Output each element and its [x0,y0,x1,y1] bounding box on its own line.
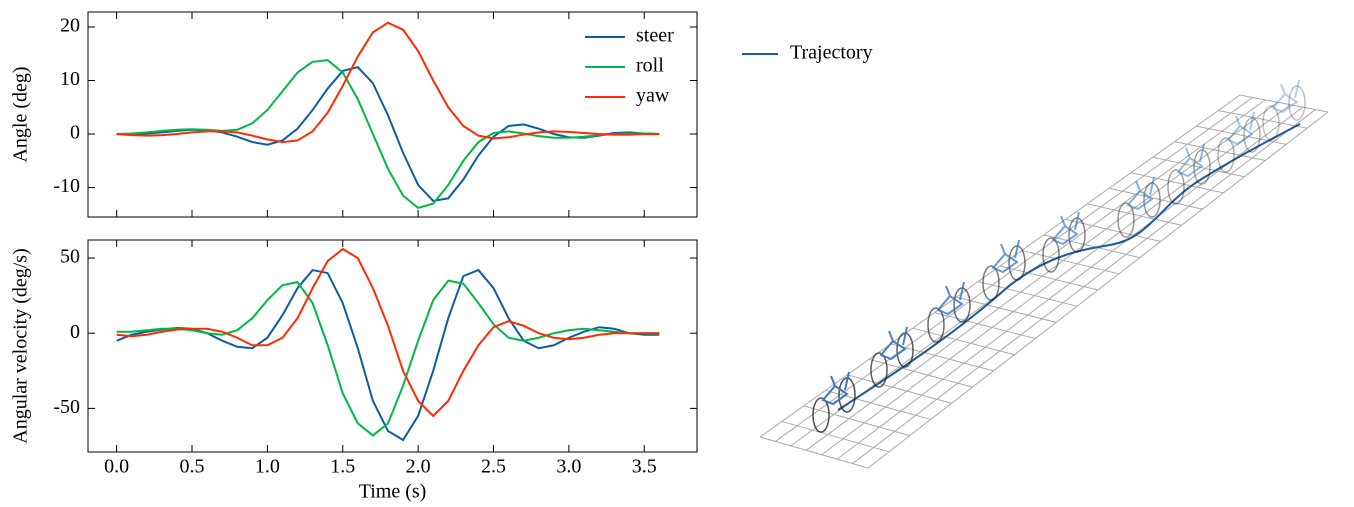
bike-frame [1271,79,1300,114]
series-line [116,279,660,437]
legend-label: Trajectory [790,42,873,64]
grid-line [890,343,994,372]
bike-frame [1051,211,1080,246]
trajectory [837,123,1301,411]
bike-frame [1226,111,1255,146]
bike-wheel [1262,105,1280,141]
grid-line [912,327,1015,356]
legend-label: roll [636,55,664,77]
grid-line [1065,218,1161,242]
grid-line [956,296,1057,323]
y-tick-label: 10 [60,68,80,90]
series-line [116,66,660,203]
bike-frame [879,326,908,361]
y-tick-label: -50 [53,396,80,418]
series-line [116,59,660,210]
x-tick-label: 3.0 [556,456,581,478]
grid-line [1152,156,1245,178]
series-line [116,247,660,418]
grid-line [847,374,952,404]
y-tick-label: 0 [70,321,80,343]
grid-line [781,420,890,453]
bike-frame [1176,143,1205,178]
bike-wheel [1117,202,1135,238]
bike-wheel [982,265,1000,301]
x-tick-label: 0.5 [180,456,205,478]
y-axis-label: Angle (deg) [10,66,32,162]
bike-wheel [927,307,945,343]
x-tick-label: 0.0 [104,456,129,478]
y-tick-label: 50 [60,246,80,268]
x-tick-label: 2.5 [481,456,506,478]
grid-line [1087,203,1182,226]
x-axis-label: Time (s) [359,481,427,503]
x-tick-label: 1.5 [330,456,355,478]
grid-line [852,109,1316,464]
y-tick-label: 0 [70,122,80,144]
render-3d [759,79,1329,469]
grid-line [1196,125,1287,145]
bike-frame [1126,176,1155,211]
bike-wheel [1042,237,1060,273]
grid-line [1130,172,1224,194]
grid-line [775,97,1253,442]
grid-line [805,101,1279,451]
x-tick-label: 1.0 [255,456,280,478]
y-tick-label: 20 [60,15,80,37]
bike-wheel [1167,169,1185,205]
x-tick-label: 2.0 [406,456,431,478]
grid-line [867,111,1329,469]
bike-frame [991,239,1020,274]
y-axis-label: Angular velocity (deg/s) [10,248,32,444]
grid-line [1108,187,1203,210]
x-tick-label: 3.5 [632,456,657,478]
bike-wheel [1243,117,1261,153]
grid-line [803,405,910,437]
legend-label: yaw [636,85,670,107]
bike-frame [936,281,965,316]
grid-line [1021,249,1120,275]
grid-line [1174,141,1266,162]
legend-label: steer [636,25,674,47]
axes-frame [87,239,698,453]
grid-line [825,389,931,420]
y-tick-label: -10 [53,175,80,197]
series-line [116,268,660,442]
grid-line [1218,110,1308,129]
grid-line [999,265,1099,291]
axes-frame [87,11,698,218]
bike-wheel [812,397,830,433]
grid-line [1043,234,1140,259]
bike-frame [821,371,850,406]
bike-wheel [870,352,888,388]
grid-line [759,436,869,469]
grid-line [978,281,1078,307]
bike-wheel [1217,137,1235,173]
grid-line [759,94,1241,438]
series-line [116,21,660,144]
grid-line [821,104,1291,456]
grid-line [934,312,1036,340]
grid-line [1239,94,1329,113]
bike-wheel [1288,85,1306,121]
